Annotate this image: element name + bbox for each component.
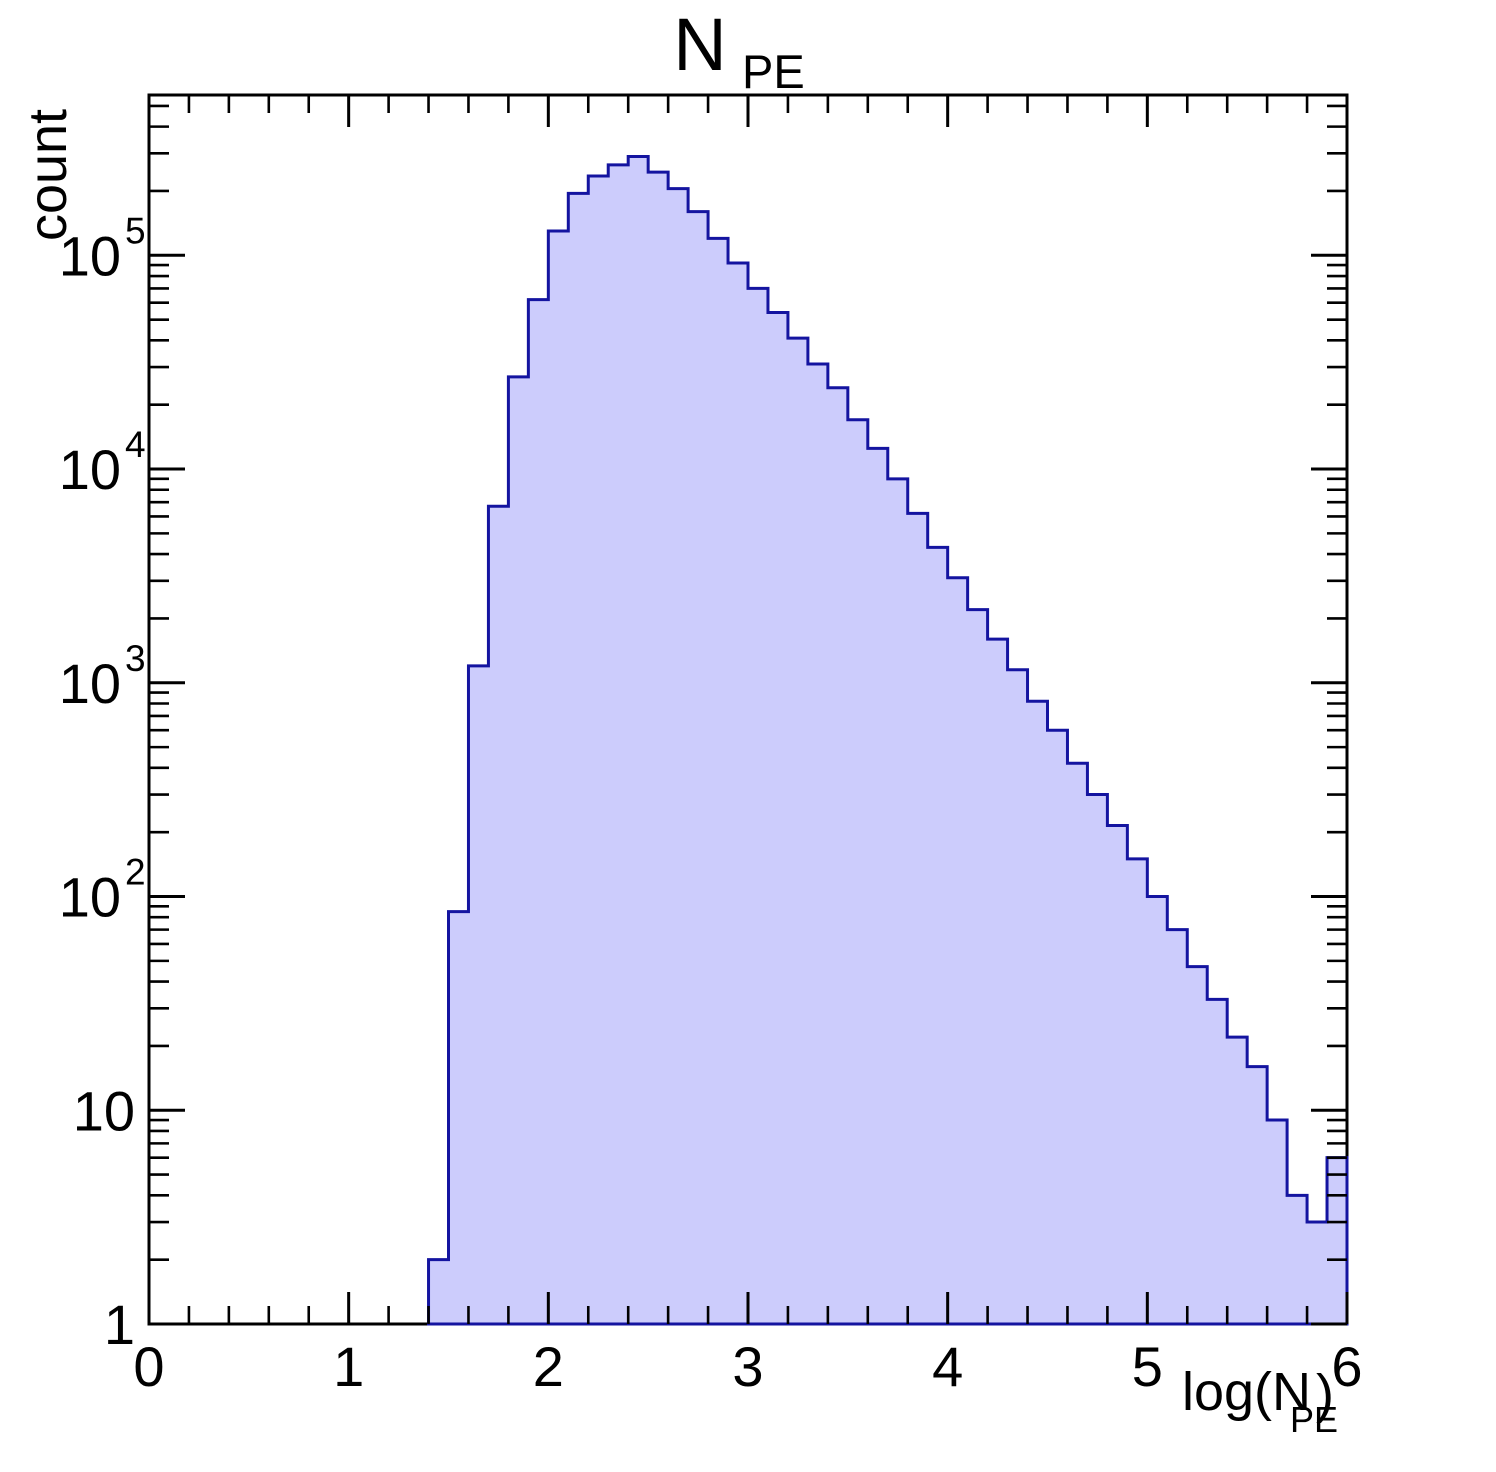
x-axis-tick-labels: 0 1 2 3 4 5 6 — [133, 1335, 1362, 1398]
x-tick-label: 6 — [1331, 1335, 1362, 1398]
y-tick-label-exponent: 5 — [125, 210, 146, 251]
x-tick-label: 5 — [1132, 1335, 1163, 1398]
histogram-series — [427, 154, 1349, 1326]
x-tick-label: 4 — [932, 1335, 963, 1398]
x-axis-ticks — [147, 95, 1349, 1324]
x-tick-label: 2 — [533, 1335, 564, 1398]
x-tick-label: 0 — [133, 1335, 164, 1398]
plot-title-main: N — [673, 3, 726, 86]
y-tick-label-exponent: 3 — [125, 638, 146, 679]
y-tick-label: 10 — [59, 438, 121, 501]
y-tick-label: 1 — [104, 1293, 135, 1356]
x-axis-label-main: log(N — [1182, 1362, 1311, 1422]
y-axis-label: count — [18, 109, 78, 241]
x-axis-label-close: ) — [1316, 1364, 1334, 1424]
plot-title-subscript: PE — [742, 45, 805, 98]
y-tick-label-exponent: 4 — [125, 424, 146, 465]
y-tick-label-exponent: 2 — [125, 852, 146, 893]
y-tick-label: 10 — [59, 652, 121, 715]
y-axis-ticks — [149, 104, 1347, 1326]
y-tick-label: 10 — [59, 866, 121, 929]
x-axis-label-subscript: PE — [1290, 1399, 1338, 1440]
y-tick-label: 10 — [59, 224, 121, 287]
x-tick-label: 3 — [732, 1335, 763, 1398]
x-tick-label: 1 — [333, 1335, 364, 1398]
y-tick-label: 10 — [73, 1079, 135, 1142]
